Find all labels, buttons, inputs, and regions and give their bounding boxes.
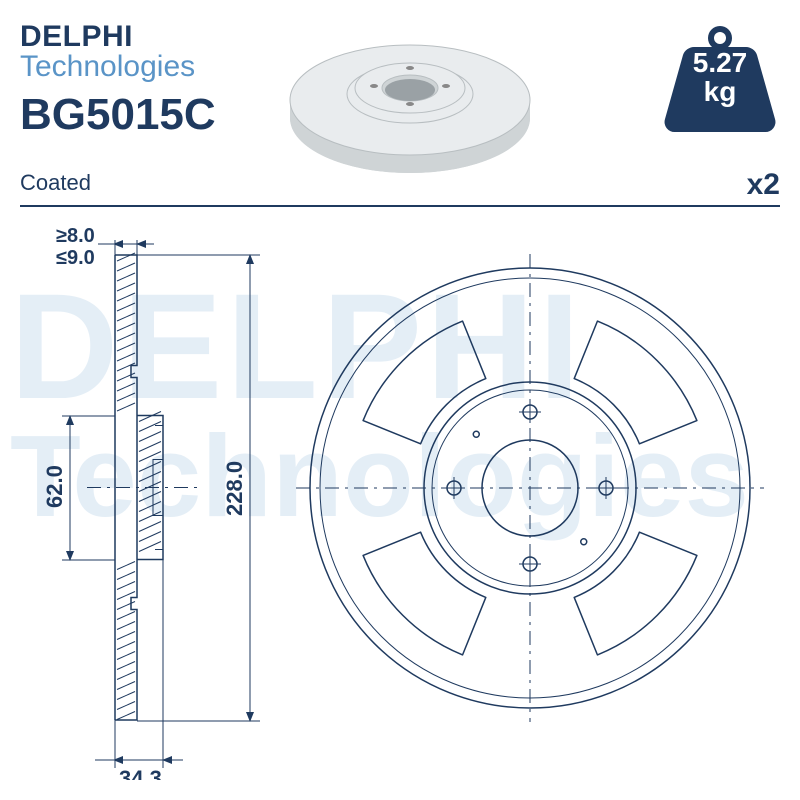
coating-label: Coated: [20, 170, 91, 196]
svg-text:228.0: 228.0: [222, 461, 247, 516]
brand-logo: DELPHI Technologies: [20, 20, 195, 84]
svg-text:62.0: 62.0: [42, 465, 67, 508]
technical-drawing: 228.0 62.0 34.3 ≥8.0≤9.0: [20, 220, 780, 780]
brand-line1: DELPHI: [20, 20, 195, 54]
divider: [20, 205, 780, 207]
product-render: [280, 20, 540, 190]
svg-text:≥8.0: ≥8.0: [56, 225, 95, 247]
quantity-label: x2: [747, 168, 780, 202]
brand-line2: Technologies: [20, 50, 195, 84]
svg-text:≤9.0: ≤9.0: [56, 247, 95, 269]
svg-text:34.3: 34.3: [119, 766, 162, 780]
part-number: BG5015C: [20, 90, 216, 140]
weight-value: 5.27 kg: [660, 48, 780, 107]
